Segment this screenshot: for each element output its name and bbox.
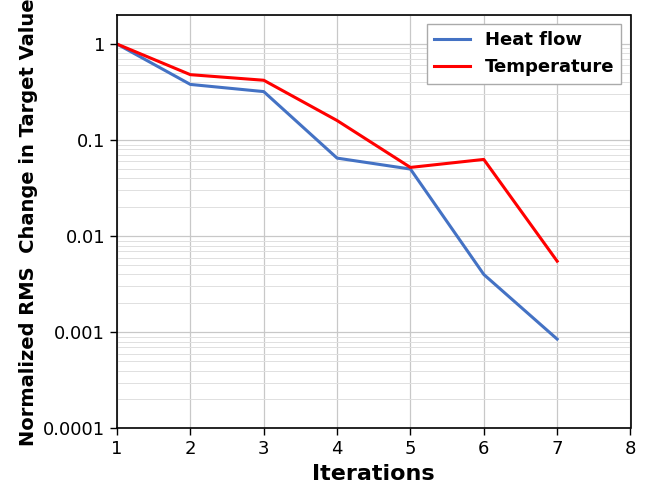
- Heat flow: [113, 41, 121, 47]
- Temperature: [480, 156, 488, 162]
- Temperature: [553, 258, 561, 264]
- Heat flow: [333, 155, 341, 161]
- X-axis label: Iterations: Iterations: [313, 464, 435, 484]
- Heat flow: [260, 89, 268, 95]
- Temperature: [406, 164, 414, 170]
- Temperature: [333, 117, 341, 123]
- Temperature: [113, 41, 121, 47]
- Heat flow: [406, 166, 414, 172]
- Temperature: [187, 72, 194, 78]
- Y-axis label: Normalized RMS  Change in Target Value: Normalized RMS Change in Target Value: [18, 0, 38, 446]
- Line: Temperature: Temperature: [117, 44, 557, 261]
- Heat flow: [553, 336, 561, 342]
- Line: Heat flow: Heat flow: [117, 44, 557, 339]
- Legend: Heat flow, Temperature: Heat flow, Temperature: [427, 24, 621, 84]
- Heat flow: [480, 272, 488, 278]
- Heat flow: [187, 82, 194, 88]
- Temperature: [260, 77, 268, 83]
